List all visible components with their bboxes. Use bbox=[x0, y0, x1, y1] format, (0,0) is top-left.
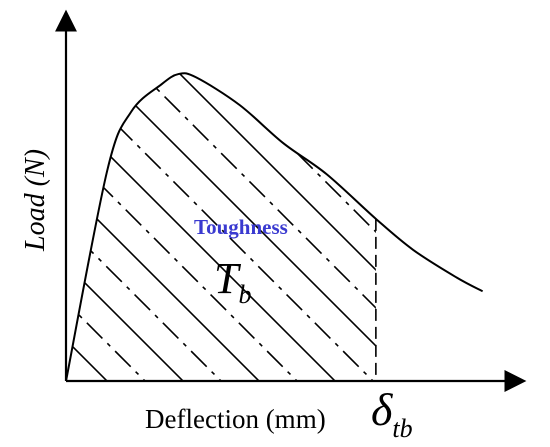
load-deflection-curve bbox=[65, 72, 484, 382]
hatch-line bbox=[66, 73, 112, 382]
hatch-line bbox=[488, 40, 550, 385]
hatch-line bbox=[259, 73, 380, 382]
hatch-line bbox=[145, 73, 380, 382]
x-axis-label: Deflection (mm) bbox=[145, 404, 326, 434]
hatch-line bbox=[297, 73, 380, 382]
hatch-line bbox=[66, 73, 378, 382]
toughness-area-hatch bbox=[66, 40, 550, 385]
y-axis-label: Load (N) bbox=[20, 149, 51, 252]
hatch-line bbox=[373, 73, 380, 382]
hatch-line bbox=[183, 73, 380, 382]
hatch-line bbox=[412, 40, 550, 385]
toughness-symbol: Tb bbox=[214, 254, 251, 309]
hatch-line bbox=[66, 73, 226, 382]
hatch-line bbox=[66, 73, 302, 382]
hatch-line bbox=[107, 73, 380, 382]
hatch-line bbox=[66, 73, 188, 382]
hatch-line bbox=[66, 73, 150, 382]
hatch-line bbox=[69, 73, 380, 382]
hatch-line bbox=[526, 40, 550, 385]
toughness-label: Toughness bbox=[194, 215, 288, 239]
hatch-line bbox=[221, 73, 380, 382]
hatch-line bbox=[66, 73, 340, 382]
marker-symbol: δtb bbox=[371, 384, 413, 443]
hatch-line bbox=[450, 40, 550, 385]
